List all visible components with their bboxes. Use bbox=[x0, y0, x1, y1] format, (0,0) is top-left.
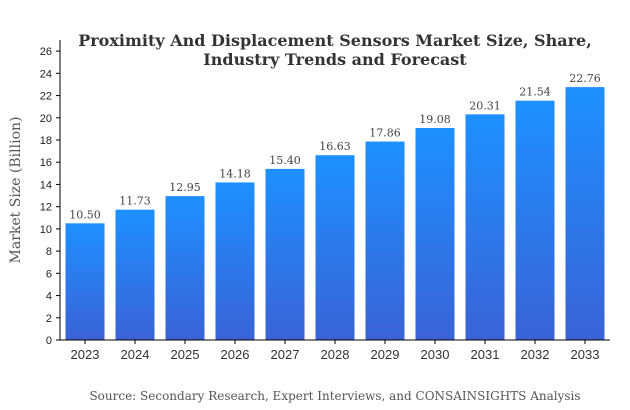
x-tick-label: 2028 bbox=[321, 347, 350, 362]
x-tick-label: 2033 bbox=[571, 347, 600, 362]
x-tick-label: 2023 bbox=[71, 347, 100, 362]
y-tick-label: 22 bbox=[40, 91, 52, 103]
y-tick-label: 14 bbox=[40, 179, 52, 191]
value-labels: 10.50 11.73 12.95 14.18 15.40 16.63 17.86 19.08… bbox=[69, 72, 601, 221]
y-tick-label: 26 bbox=[40, 46, 52, 58]
value-label-2024: 11.73 bbox=[119, 195, 151, 208]
x-tick-label: 2027 bbox=[271, 347, 300, 362]
y-tick-label: 18 bbox=[40, 135, 52, 147]
y-tick-label: 10 bbox=[40, 224, 52, 236]
bar-2026 bbox=[215, 182, 255, 340]
value-label-2030: 19.08 bbox=[419, 113, 451, 126]
y-tick-label: 2 bbox=[46, 313, 52, 325]
y-tick-label: 4 bbox=[46, 291, 52, 303]
value-label-2032: 21.54 bbox=[519, 86, 551, 99]
value-label-2033: 22.76 bbox=[569, 72, 601, 85]
x-tick-label: 2031 bbox=[471, 347, 500, 362]
value-label-2025: 12.95 bbox=[169, 181, 201, 194]
bar-2028 bbox=[315, 155, 355, 340]
value-label-2031: 20.31 bbox=[469, 99, 501, 112]
x-tick-label: 2024 bbox=[121, 347, 150, 362]
x-tick-label: 2025 bbox=[171, 347, 200, 362]
x-tick-label: 2029 bbox=[371, 347, 400, 362]
value-label-2029: 17.86 bbox=[369, 127, 401, 140]
y-tick-label: 8 bbox=[46, 246, 52, 258]
bar-2023 bbox=[65, 223, 105, 340]
bar-2029 bbox=[365, 141, 405, 340]
x-tick-label: 2032 bbox=[521, 347, 550, 362]
x-axis: 2023 2024 2025 2026 2027 2028 2029 2030 2031 2032… bbox=[71, 340, 600, 362]
y-tick-label: 0 bbox=[46, 335, 52, 347]
y-tick-label: 24 bbox=[40, 68, 52, 80]
bar-2032 bbox=[515, 100, 555, 341]
source-note: Source: Secondary Research, Expert Inter… bbox=[89, 389, 580, 403]
y-tick-label: 20 bbox=[40, 113, 52, 125]
value-label-2023: 10.50 bbox=[69, 208, 101, 221]
value-label-2026: 14.18 bbox=[219, 167, 251, 180]
bar-2031 bbox=[465, 114, 505, 340]
bar-2030 bbox=[415, 128, 455, 340]
y-axis-label: Market Size (Billion) bbox=[8, 117, 24, 264]
bar-2024 bbox=[115, 209, 155, 340]
x-tick-label: 2026 bbox=[221, 347, 250, 362]
bars bbox=[65, 87, 605, 341]
y-tick-label: 6 bbox=[46, 268, 52, 280]
chart-title-line-2: Industry Trends and Forecast bbox=[203, 50, 467, 69]
x-tick-label: 2030 bbox=[421, 347, 450, 362]
value-label-2027: 15.40 bbox=[269, 154, 301, 167]
y-tick-label: 16 bbox=[40, 157, 52, 169]
bar-2027 bbox=[265, 168, 305, 340]
bar-2033 bbox=[565, 87, 605, 340]
y-tick-label: 12 bbox=[40, 202, 52, 214]
chart-title-line-1: Proximity And Displacement Sensors Marke… bbox=[78, 31, 592, 50]
value-label-2028: 16.63 bbox=[319, 140, 351, 153]
bar-2025 bbox=[165, 196, 205, 340]
